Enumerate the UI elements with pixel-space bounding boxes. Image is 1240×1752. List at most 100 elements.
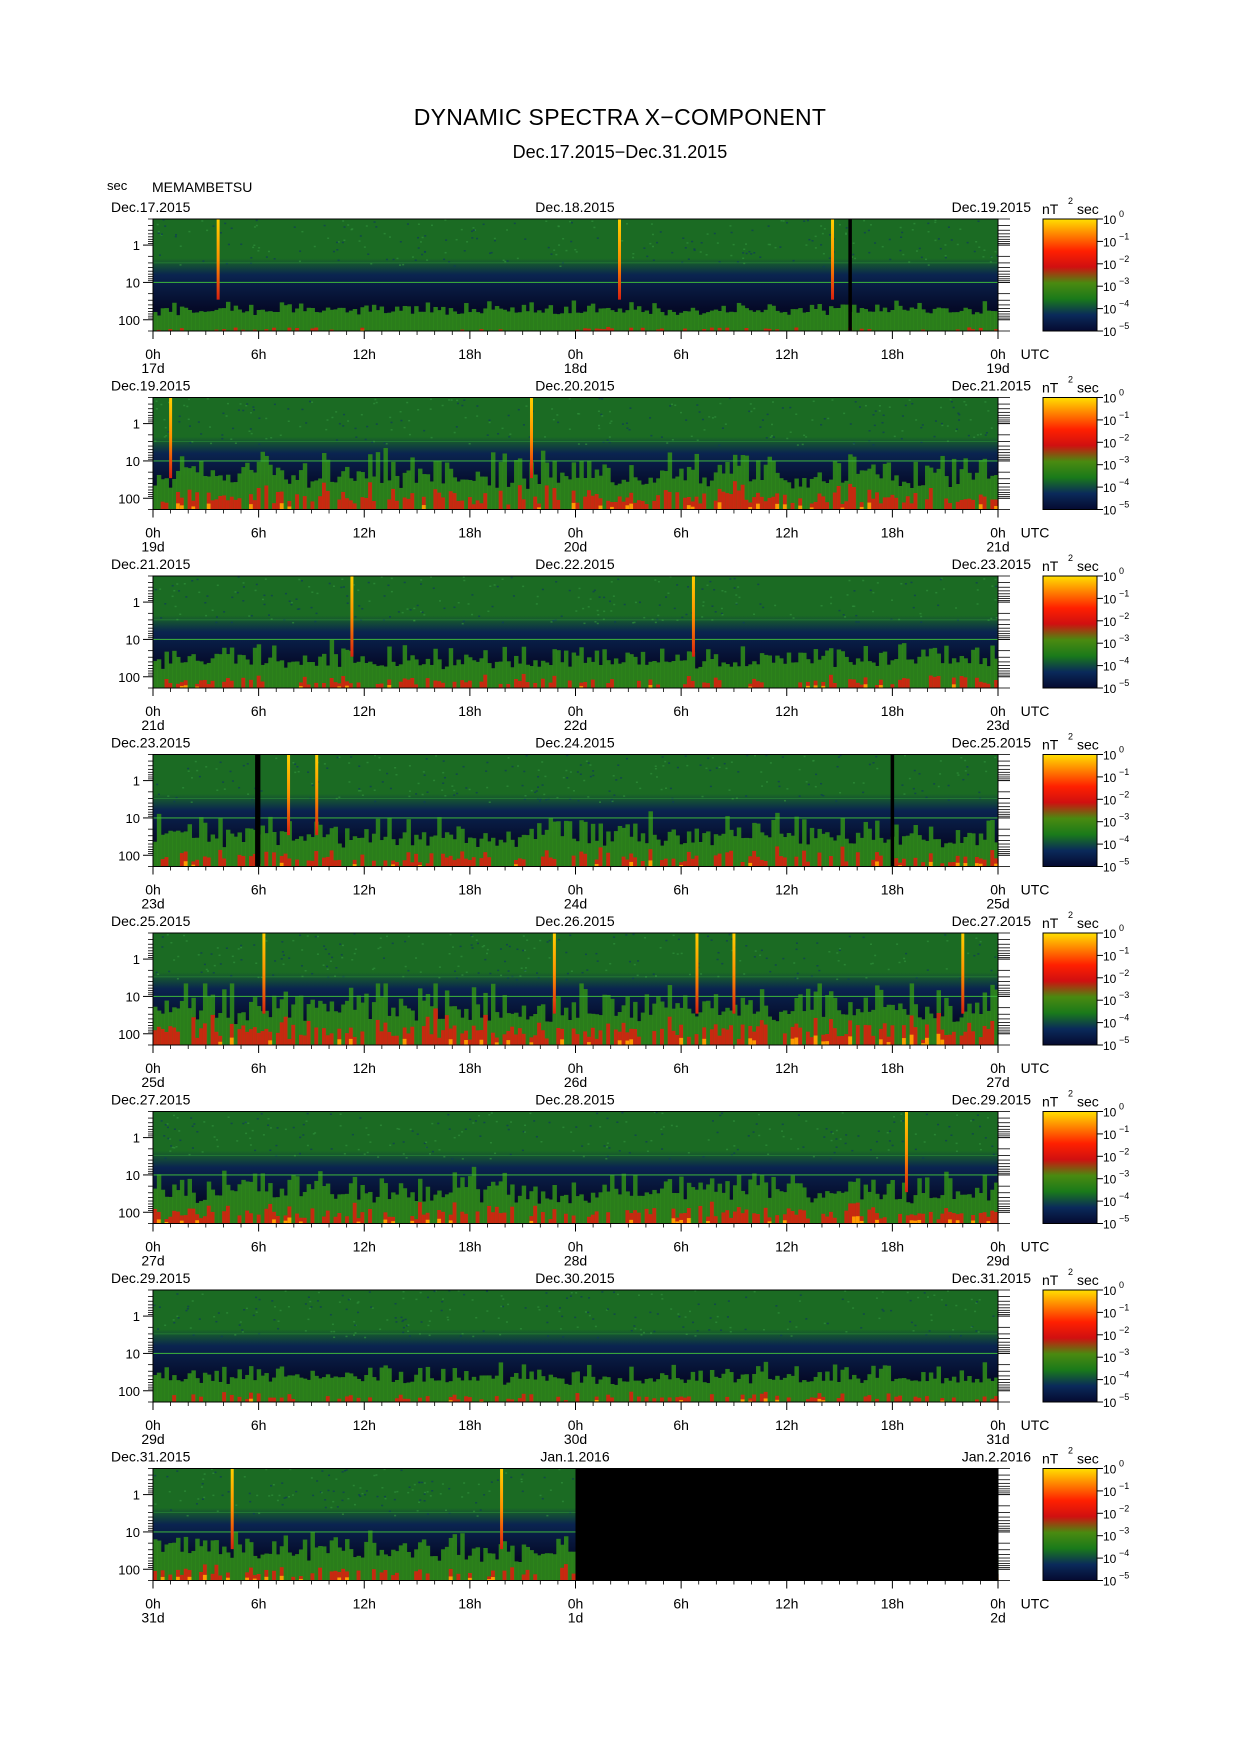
activity-column [894, 1010, 899, 1045]
activity-column [272, 995, 277, 1045]
activity-column [663, 1181, 669, 1224]
activity-column-red [237, 1215, 242, 1224]
activity-column [698, 483, 703, 510]
activity-column [652, 1189, 657, 1224]
spectral-noise [634, 1316, 637, 1319]
activity-column [986, 666, 991, 688]
day-label: 19d [141, 539, 164, 555]
activity-column [195, 472, 200, 510]
activity-column [767, 655, 772, 688]
spectral-noise [522, 1130, 525, 1133]
spectral-noise [207, 970, 210, 972]
spectral-noise [338, 1301, 341, 1303]
spectral-noise [577, 799, 580, 802]
activity-column [195, 1378, 200, 1402]
spectral-noise [948, 1125, 951, 1128]
activity-column-red [348, 683, 354, 688]
colorbar-tick-base: 10 [1103, 392, 1117, 406]
activity-column-red [648, 849, 653, 867]
activity-column [725, 1007, 730, 1045]
activity-column-peak [679, 864, 684, 867]
spectral-noise [417, 409, 420, 411]
activity-column-red [256, 487, 262, 510]
spectral-noise [244, 1121, 247, 1124]
activity-column [214, 653, 219, 688]
activity-column-red [744, 1209, 749, 1224]
spectral-noise [277, 1320, 280, 1322]
spectral-noise [397, 611, 400, 613]
spectral-noise [667, 592, 670, 594]
activity-column [663, 661, 669, 688]
spectral-noise [443, 776, 446, 779]
spectral-noise [753, 252, 756, 254]
activity-column-red [590, 495, 596, 510]
activity-column [663, 315, 669, 331]
spectral-noise [336, 249, 339, 251]
spectral-noise [369, 785, 372, 788]
spectral-noise [176, 1293, 179, 1295]
spectral-noise [994, 956, 997, 958]
activity-column [514, 846, 519, 867]
activity-column [940, 1195, 945, 1224]
activity-column [905, 659, 911, 688]
activity-column [337, 666, 342, 688]
activity-column [959, 469, 965, 510]
activity-column [394, 845, 400, 867]
spectral-noise [583, 779, 586, 782]
colorbar-tick-exponent: −5 [1119, 321, 1129, 331]
spectral-noise [720, 1329, 723, 1331]
spectral-noise [708, 1329, 711, 1331]
spectral-noise [946, 440, 949, 442]
spectral-noise [389, 616, 392, 618]
activity-column [613, 485, 619, 510]
activity-column [233, 482, 239, 510]
activity-column-peak [813, 685, 819, 688]
spectral-noise [720, 607, 723, 610]
x-tick-label: 6h [251, 346, 267, 362]
activity-column [982, 992, 988, 1045]
spectral-noise [361, 794, 364, 796]
spectral-noise [179, 1139, 182, 1142]
spectral-noise [216, 584, 219, 587]
activity-column-red [986, 1028, 991, 1045]
activity-column [825, 1191, 830, 1224]
spectral-noise [438, 1149, 441, 1151]
spectral-noise [493, 237, 496, 240]
activity-column [183, 831, 189, 867]
spectral-noise [164, 1157, 167, 1159]
x-tick-label: 0h [990, 1239, 1006, 1255]
spectral-noise [694, 1290, 697, 1292]
activity-column [725, 1181, 730, 1224]
y-tick-label: 100 [118, 1027, 140, 1042]
spectral-noise [185, 940, 188, 942]
activity-column-red [314, 1027, 319, 1045]
activity-column [963, 307, 968, 331]
activity-column [199, 460, 204, 510]
spectral-noise [700, 973, 703, 975]
activity-column-red [602, 329, 607, 331]
activity-column [817, 983, 822, 1045]
activity-column-red [683, 328, 688, 331]
spectral-noise [231, 780, 234, 782]
spectral-noise [399, 264, 402, 266]
activity-column-peak [794, 1037, 799, 1045]
spectral-noise [507, 977, 510, 979]
spectral-noise [358, 240, 361, 242]
activity-column [805, 659, 811, 688]
activity-column [202, 664, 208, 688]
activity-column [779, 833, 784, 867]
spectral-noise [925, 796, 928, 799]
spectral-noise [331, 1323, 334, 1326]
activity-column [483, 650, 488, 688]
activity-column-red [829, 674, 834, 688]
activity-column [202, 1372, 208, 1402]
activity-column-red [494, 1206, 500, 1224]
spectral-noise [862, 579, 865, 582]
spectral-noise [502, 1298, 505, 1300]
activity-column-red [640, 500, 646, 510]
activity-column [863, 470, 869, 510]
activity-column [479, 838, 484, 867]
activity-column-red [176, 683, 181, 688]
activity-column [948, 1005, 953, 1045]
activity-column [176, 656, 181, 688]
